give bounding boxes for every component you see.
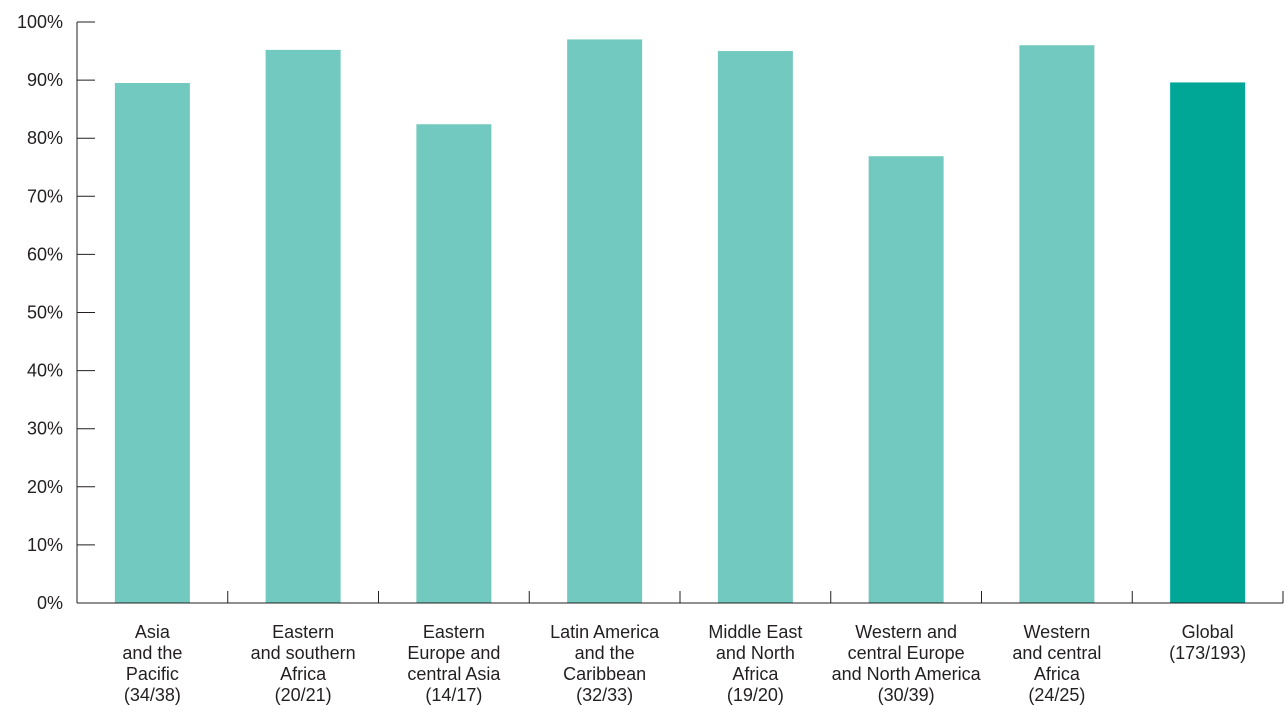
y-axis: 0% 10% 20% 30% 40% 50% 60% 70% 80% 90% 100% — [17, 12, 95, 613]
bar — [567, 39, 643, 604]
y-tick-label: 60% — [27, 244, 63, 264]
x-category-label: Eastern and southern Africa (20/21) — [251, 622, 356, 705]
bars — [114, 39, 1246, 604]
x-category-label: Asia and the Pacific (34/38) — [122, 622, 182, 705]
bar — [1019, 45, 1095, 604]
x-category-label: Middle East and North Africa (19/20) — [708, 622, 802, 705]
x-category-label: Latin America and the Caribbean (32/33) — [550, 622, 660, 705]
y-tick-label: 20% — [27, 477, 63, 497]
bar — [1170, 82, 1246, 603]
y-tick-label: 80% — [27, 128, 63, 148]
bar — [265, 49, 341, 603]
y-tick-label: 100% — [17, 12, 63, 32]
bar — [868, 156, 944, 603]
bar — [717, 51, 793, 604]
y-tick-label: 0% — [37, 593, 63, 613]
bar — [416, 124, 492, 604]
x-category-label: Western and central Europe and North Ameri… — [832, 622, 982, 705]
y-tick-label: 30% — [27, 419, 63, 439]
y-tick-label: 50% — [27, 303, 63, 323]
y-tick-label: 70% — [27, 186, 63, 206]
x-category-label: Western and central Africa (24/25) — [1012, 622, 1101, 705]
x-category-label: Eastern Europe and central Asia (14/17) — [407, 622, 501, 705]
bar — [114, 83, 190, 603]
y-tick-label: 10% — [27, 535, 63, 555]
y-tick-label: 40% — [27, 361, 63, 381]
x-axis: Asia and the Pacific (34/38) Eastern and sout… — [76, 591, 1284, 705]
x-category-label: Global (173/193) — [1169, 622, 1246, 663]
y-tick-label: 90% — [27, 70, 63, 90]
